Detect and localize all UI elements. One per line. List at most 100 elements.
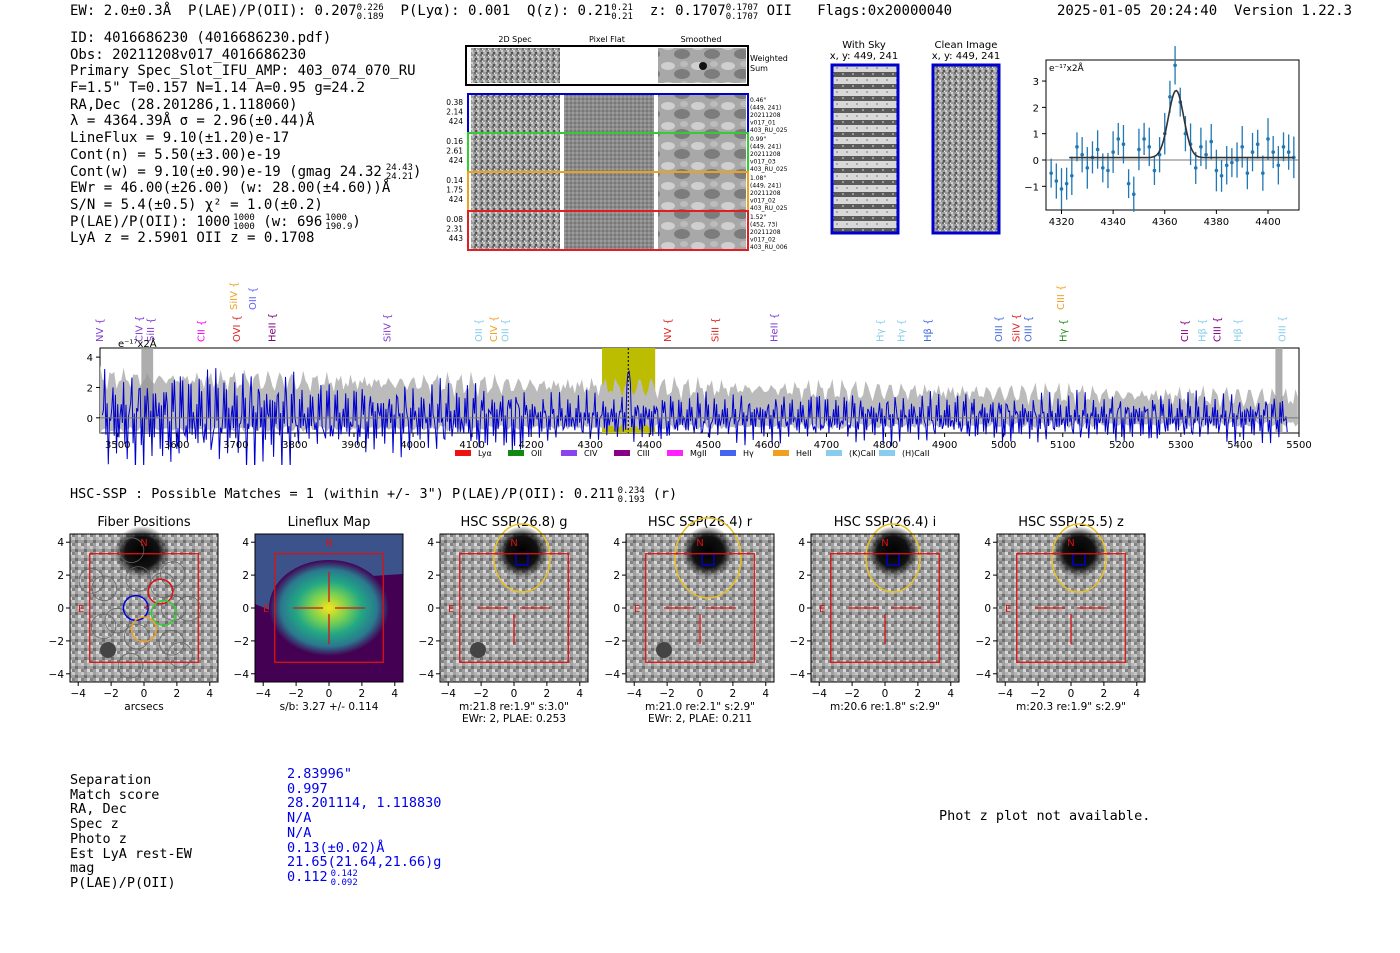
fiber-footprint bbox=[167, 642, 193, 668]
zoom-point bbox=[1116, 137, 1121, 141]
hsc-ytick-label: 4 bbox=[613, 537, 620, 549]
legend-swatch bbox=[720, 450, 736, 456]
zoom-point bbox=[1111, 150, 1115, 154]
hsc-xtick-label: −4 bbox=[997, 688, 1013, 700]
emission-line-label: CIV { bbox=[489, 316, 500, 342]
hsc-panel-title: HSC SSP(26.4) r bbox=[648, 515, 753, 530]
match-plae-hi: 0.142 bbox=[330, 868, 358, 879]
spectrum-xtick-label: 5400 bbox=[1227, 440, 1252, 451]
qz-lo: 0.21 bbox=[611, 12, 633, 22]
spectrum-xtick-label: 4000 bbox=[400, 440, 425, 451]
hsc-ytick-label: 4 bbox=[57, 537, 64, 549]
zoom-point bbox=[1064, 181, 1069, 186]
hsc-caption: m:20.3 re:1.9" s:2.9" bbox=[1016, 701, 1126, 713]
zoom-point bbox=[1255, 142, 1260, 147]
zoom-point bbox=[1261, 171, 1265, 175]
fiber-footprint bbox=[90, 613, 117, 640]
cutout-right-stat: 20211208 bbox=[750, 229, 781, 236]
hsc-xtick-label: −2 bbox=[659, 688, 674, 700]
east-label: E bbox=[819, 604, 825, 615]
zoom-point bbox=[1075, 145, 1079, 149]
hsc-xtick-label: 2 bbox=[915, 688, 922, 700]
hsc-panel-title: HSC SSP(25.5) z bbox=[1018, 515, 1124, 530]
zoom-point bbox=[1152, 168, 1157, 173]
emission-line-label: SiIV { bbox=[382, 314, 393, 342]
legend-swatch bbox=[614, 450, 630, 456]
hsc-ytick-label: −4 bbox=[605, 669, 621, 681]
header-line: EW: 2.0±0.3Å P(LAE)/P(OII): 0.207 0.226 0.… bbox=[70, 3, 952, 22]
fiber-circle bbox=[150, 599, 177, 627]
hsc-summary-text: HSC-SSP : Possible Matches = 1 (within +… bbox=[70, 486, 615, 502]
cutout-right-stat: 0.99" bbox=[750, 136, 766, 143]
zoom-plot-frame bbox=[1045, 59, 1300, 211]
z-value: z: 0.1707 bbox=[649, 3, 726, 19]
zoom-point bbox=[1070, 173, 1074, 178]
cutout-smoothed bbox=[658, 212, 746, 249]
hsc-xtick-label: 4 bbox=[1133, 688, 1140, 700]
north-label: N bbox=[325, 538, 332, 549]
hsc-xtick-label: 0 bbox=[882, 688, 889, 700]
info-plae-hi: 1000 bbox=[233, 212, 255, 223]
legend-swatch bbox=[508, 450, 524, 456]
legend-swatch bbox=[773, 450, 789, 456]
hsc-ytick-label: 0 bbox=[57, 603, 64, 615]
legend-label: OII bbox=[531, 449, 542, 458]
noise-envelope bbox=[100, 365, 1298, 434]
zoom-point bbox=[1281, 145, 1286, 149]
info-plae: P(LAE)/P(OII): 1000 1000 1000 (w: 696 1000 1… bbox=[70, 212, 421, 231]
match-values: 2.83996" 0.997 28.201114, 1.118830 N/A N… bbox=[287, 767, 441, 888]
cutout-flat bbox=[564, 173, 654, 210]
legend-swatch bbox=[455, 450, 471, 456]
east-label: E bbox=[78, 604, 84, 615]
plae-value: P(LAE)/P(OII): 0.207 bbox=[188, 3, 357, 19]
hsc-panel-title: Fiber Positions bbox=[97, 515, 190, 530]
zoom-point bbox=[1059, 187, 1064, 191]
spectrum-xtick-label: 4300 bbox=[578, 440, 603, 451]
cutout-left-stat: 0.16 bbox=[446, 137, 463, 146]
clean-title: Clean Image bbox=[935, 40, 998, 51]
match-photoz: N/A bbox=[287, 824, 312, 841]
zoom-data bbox=[1049, 46, 1296, 212]
hsc-ytick-label: −4 bbox=[419, 669, 435, 681]
plae-w-hi: 1000 bbox=[325, 212, 347, 223]
east-label: E bbox=[634, 604, 640, 615]
neighbor-galaxy bbox=[867, 526, 919, 578]
info-ewr: EWr = 46.00(±26.00) (w: 28.00(±4.60))Å bbox=[70, 180, 391, 197]
aperture-ellipse bbox=[674, 517, 742, 599]
hsc-ytick-label: 4 bbox=[984, 537, 991, 549]
fiber-footprint bbox=[158, 630, 185, 656]
emission-line-label: OII { bbox=[501, 319, 512, 342]
cutout-right-stat: 0.46" bbox=[750, 97, 766, 104]
match-separation: 2.83996" bbox=[287, 766, 353, 782]
info-contw: Cont(w) = 9.10(±0.90)e-19 (gmag 24.32 24.… bbox=[70, 163, 421, 181]
east-label: E bbox=[263, 604, 269, 615]
emission-line-label: HeII { bbox=[267, 313, 278, 342]
cutout-left-stat: 0.08 bbox=[446, 215, 463, 224]
hsc-ytick-label: −2 bbox=[419, 636, 434, 648]
cutout-right-stat: v017_02 bbox=[750, 237, 776, 244]
east-label: E bbox=[1005, 604, 1011, 615]
z-lo: 0.1707 bbox=[725, 12, 759, 22]
match-score: 0.997 bbox=[287, 780, 328, 797]
spectrum-xtick-label: 4700 bbox=[814, 440, 839, 451]
spectrum-xtick-label: 5100 bbox=[1050, 440, 1075, 451]
zoom-point bbox=[1230, 160, 1234, 165]
hsc-xtick-label: 2 bbox=[174, 688, 181, 700]
weighted-sum-frame bbox=[465, 45, 749, 86]
fiber-footprint bbox=[125, 566, 151, 592]
cutout-right-stat: v017_01 bbox=[750, 120, 776, 127]
cutout-right-stat: (449, 241) bbox=[750, 183, 781, 190]
info-lyaz: LyA z = 2.5901 OII z = 0.1708 bbox=[70, 230, 315, 247]
hsc-xtick-label: −4 bbox=[811, 688, 827, 700]
hsc-xtick-label: 4 bbox=[391, 688, 398, 700]
spectrum-axes: 3500 3600 3700 3800 3900 4000 4100 4200 4300 4400… bbox=[87, 353, 1312, 451]
cutout-right-stat: (449, 241) bbox=[750, 144, 781, 151]
legend-swatch bbox=[879, 450, 895, 456]
zoom-ytick-label: −1 bbox=[1024, 182, 1039, 193]
cutout-left-stat: 424 bbox=[449, 117, 464, 126]
emission-line-label: OIII { bbox=[1277, 316, 1288, 342]
hsc-panel-title: HSC SSP(26.8) g bbox=[460, 515, 567, 530]
clean-image bbox=[931, 63, 1001, 235]
emission-line-label: NV { bbox=[663, 318, 674, 342]
spectrum-xtick-label: 3500 bbox=[105, 440, 130, 451]
